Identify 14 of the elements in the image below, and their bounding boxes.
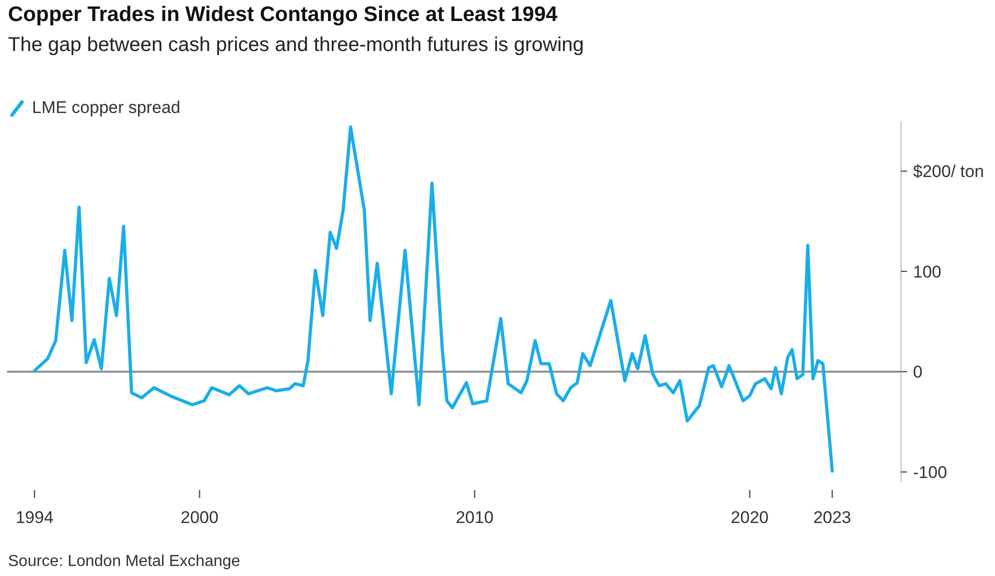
x-tick-label: 2023 bbox=[813, 508, 852, 527]
y-tick-label: 0 bbox=[913, 362, 922, 382]
y-tick-label: -100 bbox=[913, 462, 948, 482]
x-tick-label: 1994 bbox=[16, 508, 54, 527]
source-note: Source: London Metal Exchange bbox=[8, 553, 240, 571]
x-tick-label: 2010 bbox=[456, 508, 494, 527]
legend-label: LME copper spread bbox=[32, 98, 180, 118]
chart-title: Copper Trades in Widest Contango Since at Least 1994 bbox=[8, 3, 558, 27]
x-tick-label: 2000 bbox=[180, 508, 218, 527]
y-tick-label: $200/ ton bbox=[913, 162, 984, 182]
chart-subtitle: The gap between cash prices and three-month futures is growing bbox=[8, 34, 584, 57]
x-tick-label: 2020 bbox=[730, 508, 769, 527]
line-series bbox=[32, 125, 834, 473]
y-tick-label: 100 bbox=[913, 262, 942, 282]
